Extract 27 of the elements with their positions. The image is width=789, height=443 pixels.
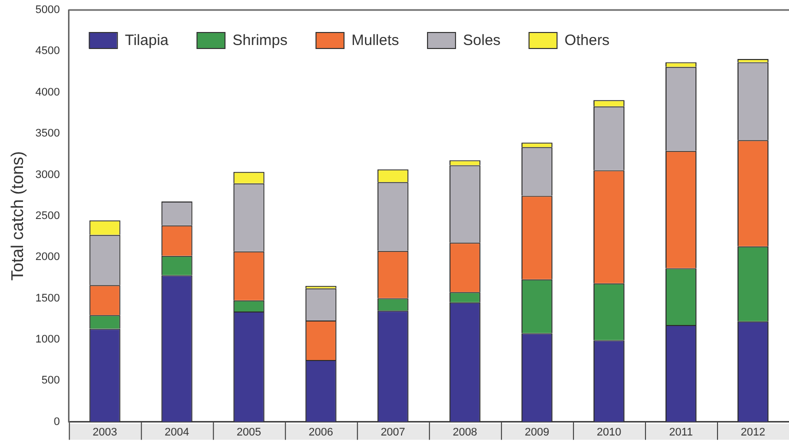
y-tick-label: 4500 [35, 45, 60, 58]
x-tick-label: 2009 [524, 426, 550, 438]
legend-label: Tilapia [124, 32, 170, 50]
legend-label: Shrimps [232, 32, 288, 50]
x-tick-label: 2008 [452, 426, 478, 438]
y-tick-label: 5000 [35, 4, 60, 16]
y-tick-label: 2000 [35, 251, 60, 264]
y-tick-label: 0 [54, 416, 60, 428]
x-tick-label: 2005 [236, 426, 262, 438]
legend-label: Mullets [352, 32, 400, 50]
x-tick-label: 2010 [596, 426, 622, 438]
x-tick-label: 2007 [380, 426, 406, 438]
y-tick-label: 500 [42, 374, 60, 387]
y-axis-title: Total catch (tons) [8, 151, 27, 281]
y-tick-label: 3500 [35, 128, 60, 140]
y-tick-label: 1500 [35, 292, 60, 304]
x-tick-label: 2012 [740, 426, 766, 438]
x-tick-label: 2004 [164, 426, 190, 438]
legend-label: Soles [463, 32, 501, 50]
y-tick-label: 4000 [35, 86, 60, 98]
legend-label: Others [564, 32, 610, 50]
x-tick-label: 2011 [669, 426, 693, 438]
y-tick-label: 1000 [35, 333, 60, 346]
y-tick-label: 2500 [35, 210, 60, 222]
y-tick-label: 3000 [35, 168, 60, 181]
x-tick-label: 2003 [92, 426, 118, 438]
x-tick-label: 2006 [308, 426, 334, 438]
